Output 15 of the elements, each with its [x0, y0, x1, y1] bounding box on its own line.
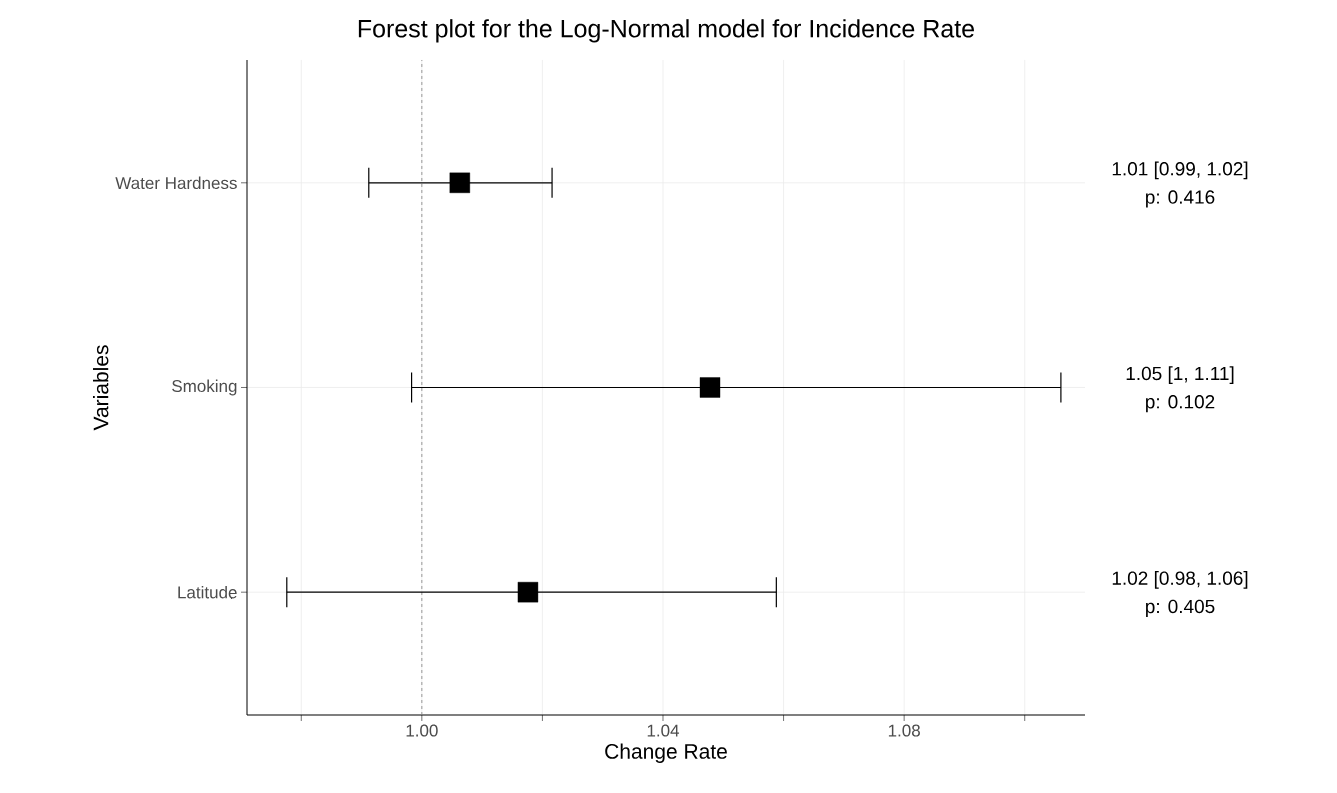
x-tick-label: 1.08 — [888, 724, 920, 737]
text: p: 0.405 — [1146, 599, 1215, 617]
y-tick-label: Latitude — [178, 585, 237, 599]
chart-title: Forest plot for the Log-Normal model for Incidence Rate — [358, 19, 974, 43]
text: 1.01 [0.99, 1.02] — [1112, 161, 1248, 180]
text: p: 0.416 — [1146, 190, 1215, 208]
y-tick-label: Smoking — [172, 379, 237, 396]
x-tick-label: 1.04 — [647, 724, 680, 737]
y-axis-title: Variables — [93, 345, 109, 431]
text: p: 0.102 — [1146, 395, 1215, 413]
x-axis-title: Change Rate — [605, 743, 727, 764]
text: 1.05 [1, 1.11] — [1126, 366, 1234, 384]
y-tick-label: Water Hardness — [115, 176, 237, 190]
text: 1.02 [0.98, 1.06] — [1112, 570, 1248, 589]
x-tick-label: 1.00 — [406, 724, 438, 737]
